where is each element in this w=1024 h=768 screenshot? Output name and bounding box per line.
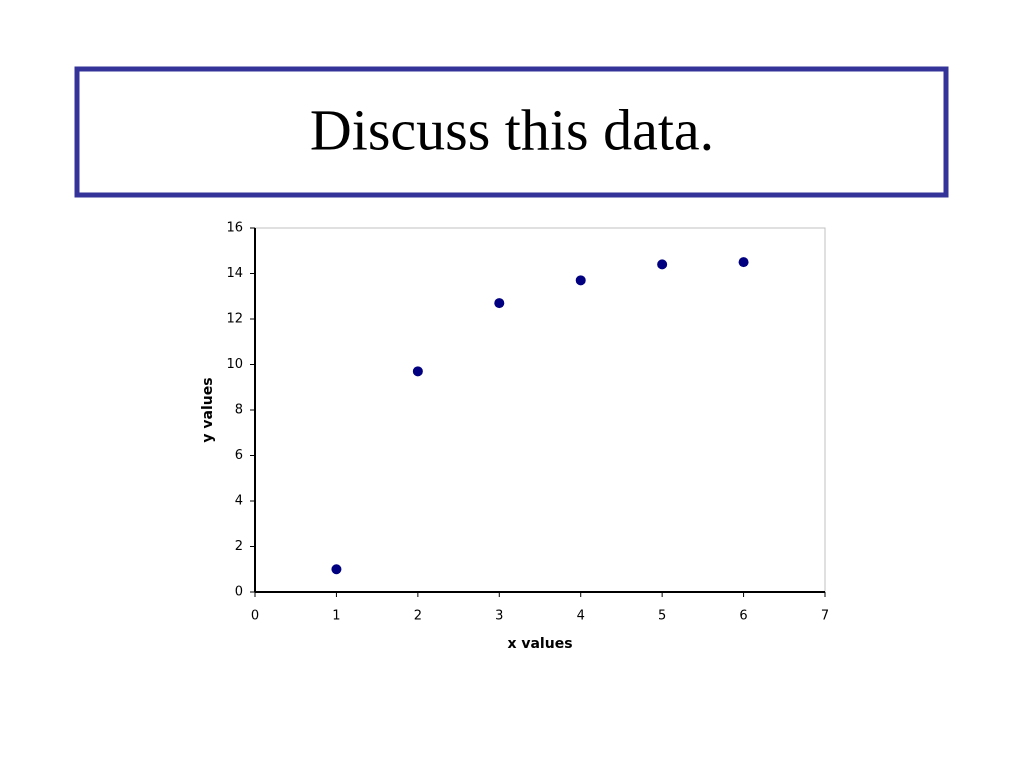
chart-title: Discuss this data.	[310, 97, 714, 162]
y-tick-label: 0	[235, 585, 243, 600]
y-tick-label: 14	[226, 266, 243, 281]
x-tick-label: 4	[577, 609, 585, 624]
x-tick-label: 0	[251, 609, 259, 624]
data-point	[494, 298, 505, 309]
y-tick-label: 4	[235, 494, 243, 509]
y-tick-label: 2	[235, 539, 243, 554]
y-tick-label: 12	[226, 312, 243, 327]
x-tick-label: 7	[821, 609, 829, 624]
plot-area	[254, 227, 826, 593]
x-tick-label: 5	[658, 609, 666, 624]
x-axis-title: x values	[507, 636, 572, 652]
data-point	[738, 257, 749, 268]
x-tick-label: 6	[739, 609, 747, 624]
y-tick-label: 10	[226, 357, 243, 372]
x-tick-label: 3	[495, 609, 503, 624]
y-tick-label: 8	[235, 403, 243, 418]
y-tick-label: 6	[235, 448, 243, 463]
title-box	[74, 66, 949, 198]
data-point	[575, 275, 586, 286]
y-tick-label: 16	[226, 221, 243, 236]
y-axis-title: y values	[200, 377, 216, 442]
data-point	[412, 366, 423, 377]
data-point	[657, 259, 668, 270]
x-tick-label: 2	[414, 609, 422, 624]
x-tick-label: 1	[332, 609, 340, 624]
data-point	[331, 564, 342, 575]
